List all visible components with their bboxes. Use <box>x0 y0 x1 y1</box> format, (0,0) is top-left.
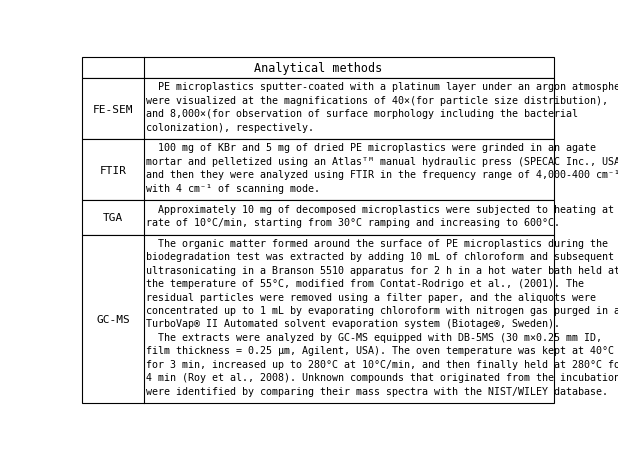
Text: ultrasonicating in a Branson 5510 apparatus for 2 h in a hot water bath held at: ultrasonicating in a Branson 5510 appara… <box>146 265 618 275</box>
Text: GC-MS: GC-MS <box>96 314 130 324</box>
Text: PE microplastics sputter-coated with a platinum layer under an argon atmosphere: PE microplastics sputter-coated with a p… <box>146 82 618 92</box>
Text: for 3 min, increased up to 280°C at 10°C/min, and then finally held at 280°C for: for 3 min, increased up to 280°C at 10°C… <box>146 359 618 369</box>
Text: The organic matter formed around the surface of PE microplastics during the: The organic matter formed around the sur… <box>146 238 608 248</box>
Bar <box>82 58 554 79</box>
Text: FTIR: FTIR <box>99 165 127 175</box>
Bar <box>82 140 554 201</box>
Text: TGA: TGA <box>103 213 124 223</box>
Text: film thickness = 0.25 μm, Agilent, USA). The oven temperature was kept at 40°C: film thickness = 0.25 μm, Agilent, USA).… <box>146 345 614 355</box>
Text: and then they were analyzed using FTIR in the frequency range of 4,000-400 cm⁻¹: and then they were analyzed using FTIR i… <box>146 170 618 180</box>
Text: concentrated up to 1 mL by evaporating chloroform with nitrogen gas purged in a: concentrated up to 1 mL by evaporating c… <box>146 305 618 315</box>
Text: biodegradation test was extracted by adding 10 mL of chloroform and subsequent: biodegradation test was extracted by add… <box>146 252 614 262</box>
Text: the temperature of 55°C, modified from Contat-Rodrigo et al., (2001). The: the temperature of 55°C, modified from C… <box>146 278 584 288</box>
Bar <box>82 201 554 235</box>
Text: FE-SEM: FE-SEM <box>93 104 133 114</box>
Text: TurboVap® II Automated solvent evaporation system (Biotage®, Sweden).: TurboVap® II Automated solvent evaporati… <box>146 319 561 329</box>
Text: The extracts were analyzed by GC-MS equipped with DB-5MS (30 m×0.25 mm ID,: The extracts were analyzed by GC-MS equi… <box>146 332 602 342</box>
Text: Analytical methods: Analytical methods <box>254 62 382 75</box>
Text: 100 mg of KBr and 5 mg of dried PE microplastics were grinded in an agate: 100 mg of KBr and 5 mg of dried PE micro… <box>146 143 596 153</box>
Text: 4 min (Roy et al., 2008). Unknown compounds that originated from the incubation: 4 min (Roy et al., 2008). Unknown compou… <box>146 372 618 382</box>
Text: with 4 cm⁻¹ of scanning mode.: with 4 cm⁻¹ of scanning mode. <box>146 183 320 193</box>
Text: rate of 10°C/min, starting from 30°C ramping and increasing to 600°C.: rate of 10°C/min, starting from 30°C ram… <box>146 217 561 228</box>
Text: Approximately 10 mg of decomposed microplastics were subjected to heating at a: Approximately 10 mg of decomposed microp… <box>146 204 618 214</box>
Text: colonization), respectively.: colonization), respectively. <box>146 122 314 132</box>
Text: were identified by comparing their mass spectra with the NIST/WILEY database.: were identified by comparing their mass … <box>146 386 608 396</box>
Text: mortar and pelletized using an Atlasᵀᴹ manual hydraulic press (SPECAC Inc., USA): mortar and pelletized using an Atlasᵀᴹ m… <box>146 157 618 167</box>
Text: and 8,000×(for observation of surface morphology including the bacterial: and 8,000×(for observation of surface mo… <box>146 109 578 119</box>
Bar <box>82 79 554 140</box>
Text: residual particles were removed using a filter paper, and the aliquots were: residual particles were removed using a … <box>146 292 596 302</box>
Bar <box>82 235 554 403</box>
Text: were visualized at the magnifications of 40×(for particle size distribution),: were visualized at the magnifications of… <box>146 96 608 106</box>
